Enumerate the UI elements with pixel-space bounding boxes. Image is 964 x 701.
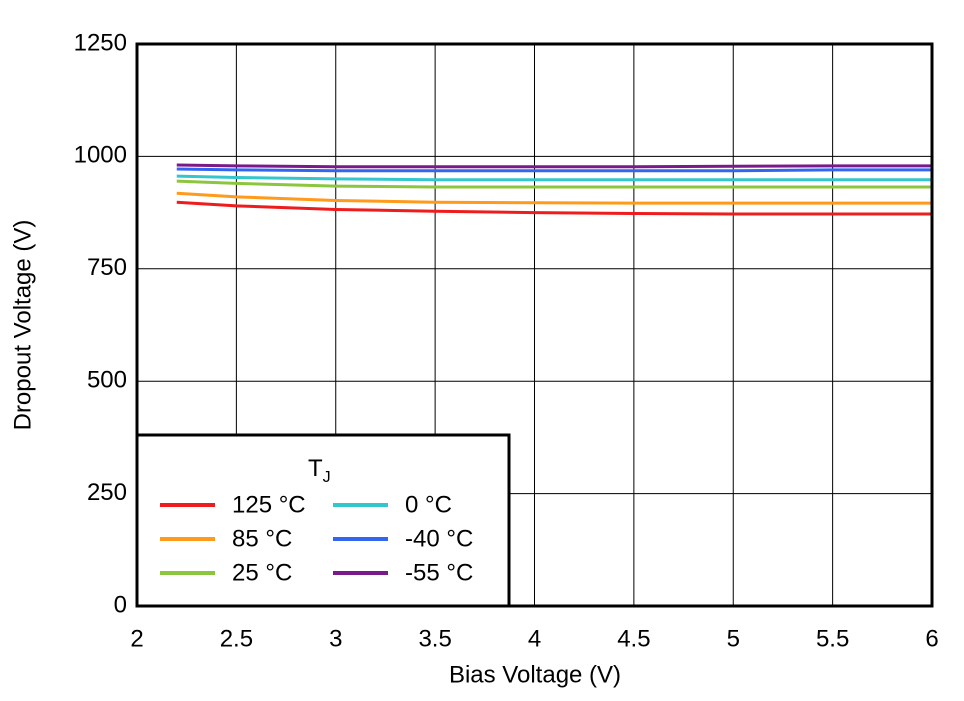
data-line: [176, 200, 932, 216]
data-line: [176, 179, 932, 189]
legend-label: 125 °C: [232, 491, 306, 518]
y-tick-label: 750: [87, 254, 127, 281]
data-line: [176, 167, 932, 173]
data-line: [176, 163, 932, 169]
y-tick-label: 1000: [74, 142, 127, 169]
data-line: [176, 191, 932, 205]
x-tick-label: 4.5: [617, 625, 650, 652]
legend-label: 25 °C: [232, 559, 292, 586]
legend-label: 85 °C: [232, 525, 292, 552]
legend-label: 0 °C: [405, 491, 452, 518]
x-tick-label: 2.5: [220, 625, 253, 652]
x-tick-label: 5.5: [816, 625, 849, 652]
x-tick-label: 3.5: [418, 625, 451, 652]
data-line: [176, 174, 932, 182]
x-tick-label: 6: [925, 625, 938, 652]
x-tick-label: 4: [528, 625, 541, 652]
y-axis-label: Dropout Voltage (V): [9, 220, 36, 431]
legend-label: -40 °C: [405, 525, 473, 552]
legend-title: TJ: [308, 455, 331, 486]
x-tick-label: 5: [727, 625, 740, 652]
y-tick-label: 500: [87, 367, 127, 394]
legend-box: [135, 433, 511, 608]
y-tick-label: 0: [114, 591, 127, 618]
x-tick-label: 2: [130, 625, 143, 652]
legend-title-main: T: [308, 455, 323, 482]
y-tick-label: 1250: [74, 29, 127, 56]
x-tick-label: 3: [329, 625, 342, 652]
legend-label: -55 °C: [405, 559, 473, 586]
x-axis-label: Bias Voltage (V): [449, 661, 621, 688]
plot-frame: [135, 42, 934, 608]
y-tick-label: 250: [87, 479, 127, 506]
legend-title-sub: J: [323, 469, 331, 486]
